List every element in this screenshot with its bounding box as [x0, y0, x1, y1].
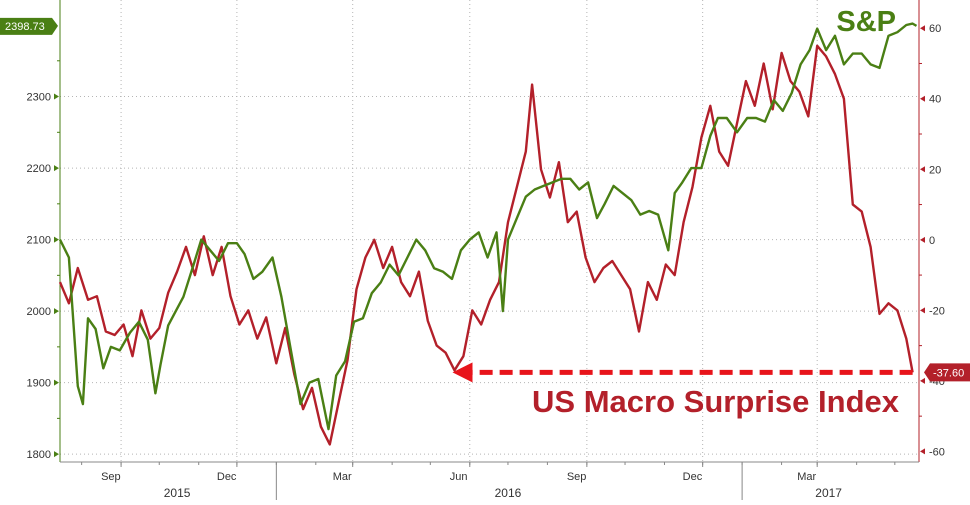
right-tick-label: -60: [929, 446, 945, 458]
left-tick-mark-2000: [54, 308, 59, 315]
right-tick-label: 60: [929, 23, 941, 35]
right-tick-label: 0: [929, 235, 935, 247]
x-year-label: 2016: [495, 486, 522, 500]
annotation-us-macro-surprise-index: US Macro Surprise Index: [532, 384, 900, 419]
left-tick-label: 2000: [27, 306, 51, 318]
right-tick-mark--20: [920, 307, 925, 314]
x-month-label: Mar: [797, 471, 816, 483]
x-year-label: 2017: [815, 486, 842, 500]
right-tick-mark-40: [920, 95, 925, 102]
x-month-label: Sep: [101, 471, 121, 483]
x-month-label: Sep: [567, 471, 587, 483]
series-line-us-macro-surprise-index: [58, 44, 914, 446]
last-value-badge-sp: 2398.73: [0, 17, 58, 35]
series-line-sp: [58, 22, 918, 431]
x-month-label: Dec: [217, 471, 237, 483]
last-value-badge-sp-shape: [0, 17, 58, 35]
right-tick-mark-0: [920, 236, 925, 243]
left-tick-label: 1900: [27, 378, 51, 390]
last-value-label-sp: 2398.73: [5, 21, 45, 33]
left-tick-mark-2200: [54, 165, 59, 172]
left-tick-label: 2300: [27, 92, 51, 104]
x-month-label: Mar: [333, 471, 352, 483]
left-tick-mark-2100: [54, 236, 59, 243]
x-month-label: Jun: [450, 471, 468, 483]
right-tick-mark--60: [920, 448, 925, 455]
right-tick-label: 40: [929, 94, 941, 106]
annotation-sp: S&P: [836, 6, 896, 38]
grid: [60, 0, 919, 462]
left-tick-mark-1900: [54, 379, 59, 386]
left-axis-ticks: 1800 1900 2000 2100 2200 2300: [27, 60, 60, 461]
last-value-badge-macro-shape: [924, 363, 970, 382]
left-tick-mark-1800: [54, 451, 59, 458]
x-axis-ticks: Sep Dec Mar Jun Sep Dec Mar 2015 2016 2017: [81, 462, 896, 500]
right-tick-mark-60: [920, 25, 925, 32]
right-tick-mark--40: [920, 377, 925, 384]
left-tick-label: 2200: [27, 163, 51, 175]
last-value-label-macro: -37.60: [933, 367, 964, 379]
left-tick-mark-2300: [54, 93, 59, 100]
right-tick-label: 20: [929, 164, 941, 176]
right-tick-mark-20: [920, 166, 925, 173]
left-tick-label: 2100: [27, 235, 51, 247]
right-tick-label: -20: [929, 305, 945, 317]
last-value-badge-macro: -37.60: [924, 363, 970, 382]
left-tick-label: 1800: [27, 449, 51, 461]
x-month-label: Dec: [683, 471, 703, 483]
x-year-label: 2015: [164, 486, 191, 500]
